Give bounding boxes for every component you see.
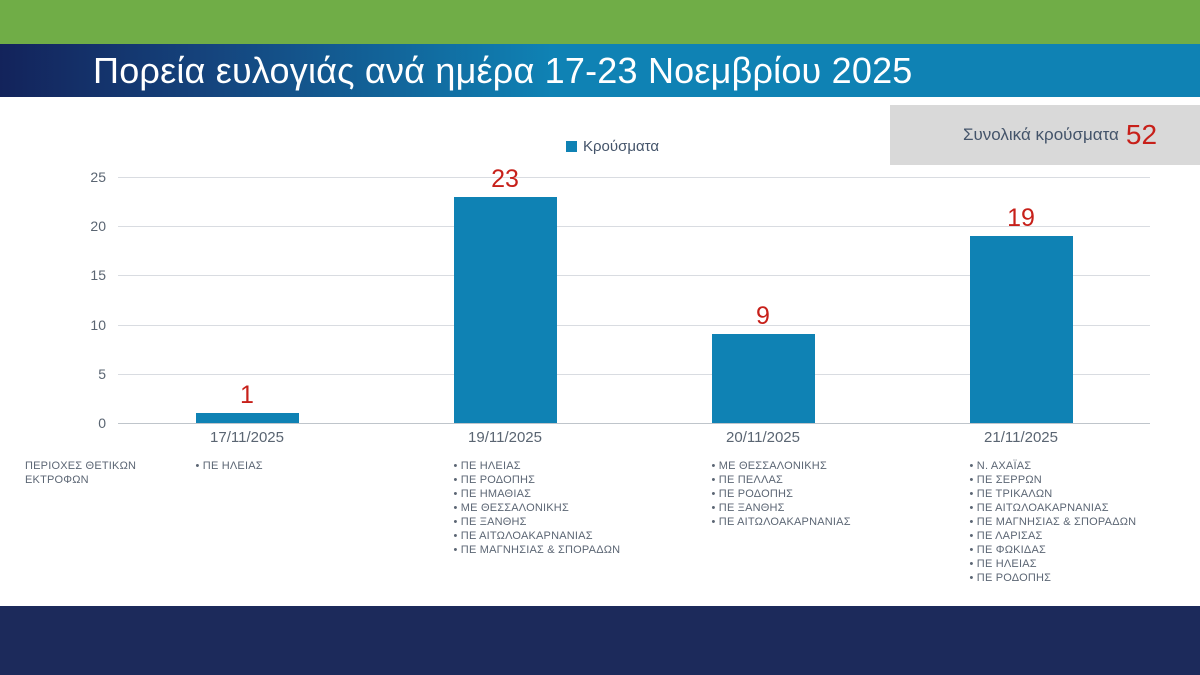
region-list-item: • ΠΕ ΜΑΓΝΗΣΙΑΣ & ΣΠΟΡΑΔΩΝ <box>453 544 621 556</box>
region-list-item: • ΠΕ ΡΟΔΟΠΗΣ <box>711 488 794 500</box>
bar-19/11/2025 <box>453 196 557 423</box>
bar-value-label-21/11/2025: 19 <box>1007 204 1035 233</box>
legend-swatch-icon <box>566 140 577 152</box>
total-cases-label: Συνολικά κρούσματα <box>962 125 1119 144</box>
bar-value-label-17/11/2025: 1 <box>240 381 254 410</box>
regions-row-label: ΠΕΡΙΟΧΕΣ ΘΕΤΙΚΩΝ ΕΚΤΡΟΦΩΝ <box>25 459 136 487</box>
bar-value-label-20/11/2025: 9 <box>756 302 770 331</box>
region-list-item: • ΠΕ ΤΡΙΚΑΛΩΝ <box>969 488 1053 500</box>
region-list-item: • ΠΕ ΛΑΡΙΣΑΣ <box>969 530 1043 542</box>
y-axis-label-10: 10 <box>90 316 106 333</box>
top-green-bar <box>0 0 1200 44</box>
y-axis-label-20: 20 <box>90 218 106 235</box>
x-axis-label-19/11/2025: 19/11/2025 <box>468 429 542 446</box>
region-list-item: • ΠΕ ΑΙΤΩΛΟΑΚΑΡΝΑΝΙΑΣ <box>453 530 593 542</box>
region-list-item: • ΠΕ ΗΛΕΙΑΣ <box>969 558 1037 570</box>
y-axis-label-5: 5 <box>98 365 106 382</box>
region-list-item: • ΠΕ ΣΕΡΡΩΝ <box>969 474 1042 486</box>
region-list-item: • ΠΕ ΑΙΤΩΛΟΑΚΑΡΝΑΝΙΑΣ <box>969 502 1109 514</box>
region-list-item: • ΠΕ ΡΟΔΟΠΗΣ <box>453 474 536 486</box>
gridline-10 <box>118 324 1150 326</box>
region-list-column-19/11/2025: • ΠΕ ΗΛΕΙΑΣ • ΠΕ ΡΟΔΟΠΗΣ • ΠΕ ΗΜΑΘΙΑΣ • ΜΕ … <box>454 459 654 557</box>
x-axis-label-17/11/2025: 17/11/2025 <box>210 429 284 446</box>
y-axis-label-15: 15 <box>90 267 106 284</box>
bar-21/11/2025 <box>969 236 1073 423</box>
total-cases-value: 52 <box>1125 119 1158 150</box>
bar-20/11/2025 <box>711 334 815 423</box>
region-list-item: • ΠΕ ΗΜΑΘΙΑΣ <box>453 488 532 500</box>
region-list-item: • Ν. ΑΧΑΪΑΣ <box>969 460 1032 472</box>
y-axis-label-0: 0 <box>98 415 106 431</box>
x-axis-label-21/11/2025: 21/11/2025 <box>984 429 1058 446</box>
bar-17/11/2025 <box>195 413 299 423</box>
gridline-0 <box>118 423 1150 424</box>
page-title: Πορεία ευλογιάς ανά ημέρα 17-23 Νοεμβρίο… <box>93 49 913 91</box>
region-list-item: • ΜΕ ΘΕΣΣΑΛΟΝΙΚΗΣ <box>453 502 569 514</box>
region-list-item: • ΠΕ ΗΛΕΙΑΣ <box>453 460 521 472</box>
region-list-column-20/11/2025: • ΜΕ ΘΕΣΣΑΛΟΝΙΚΗΣ • ΠΕ ΠΕΛΛΑΣ • ΠΕ ΡΟΔΟΠΗΣ… <box>712 459 912 529</box>
region-list-item: • ΠΕ ΞΑΝΘΗΣ <box>711 502 785 514</box>
region-list-column-21/11/2025: • Ν. ΑΧΑΪΑΣ • ΠΕ ΣΕΡΡΩΝ • ΠΕ ΤΡΙΚΑΛΩΝ • ΠΕ … <box>970 459 1170 585</box>
x-axis-label-20/11/2025: 20/11/2025 <box>726 429 800 446</box>
gridline-20 <box>118 226 1150 228</box>
region-list-item: • ΠΕ ΠΕΛΛΑΣ <box>711 474 784 486</box>
region-list-item: • ΜΕ ΘΕΣΣΑΛΟΝΙΚΗΣ <box>711 460 827 472</box>
region-list-item: • ΠΕ ΦΩΚΙΔΑΣ <box>969 544 1047 556</box>
bar-value-label-19/11/2025: 23 <box>491 164 519 193</box>
regions-row-label-line1: ΠΕΡΙΟΧΕΣ ΘΕΤΙΚΩΝ <box>25 460 137 472</box>
regions-row-label-line2: ΕΚΤΡΟΦΩΝ <box>25 474 89 486</box>
gridline-25 <box>118 177 1150 178</box>
total-cases-box: Συνολικά κρούσματα 52 <box>890 105 1200 165</box>
chart-legend: Κρούσματα <box>566 137 659 155</box>
legend-label: Κρούσματα <box>583 137 660 155</box>
gridline-15 <box>118 275 1150 277</box>
region-list-item: • ΠΕ ΗΛΕΙΑΣ <box>195 460 263 472</box>
footer-banner: ΕΛΛΗΝΙΚΗ ΔΗΜΟΚΡΑΤΙΑ Υπουργείο Αγροτικής … <box>0 606 1200 675</box>
y-axis-label-25: 25 <box>90 169 106 185</box>
gridline-5 <box>118 373 1150 375</box>
region-list-item: • ΠΕ ΜΑΓΝΗΣΙΑΣ & ΣΠΟΡΑΔΩΝ <box>969 516 1137 528</box>
region-list-item: • ΠΕ ΞΑΝΘΗΣ <box>453 516 527 528</box>
region-list-item: • ΠΕ ΑΙΤΩΛΟΑΚΑΡΝΑΝΙΑΣ <box>711 516 851 528</box>
region-list-item: • ΠΕ ΡΟΔΟΠΗΣ <box>969 572 1052 584</box>
header-banner: Πορεία ευλογιάς ανά ημέρα 17-23 Νοεμβρίο… <box>0 44 1200 97</box>
region-list-column-17/11/2025: • ΠΕ ΗΛΕΙΑΣ <box>196 459 396 473</box>
